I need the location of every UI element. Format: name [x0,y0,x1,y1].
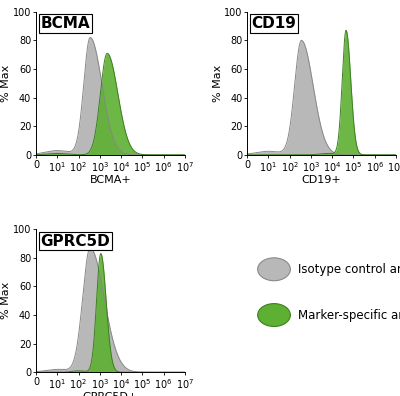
X-axis label: BCMA+: BCMA+ [90,175,131,185]
Y-axis label: % Max: % Max [213,65,223,102]
Y-axis label: % Max: % Max [1,282,11,319]
X-axis label: CD19+: CD19+ [302,175,342,185]
Text: GPRC5D: GPRC5D [40,234,110,249]
Text: Marker-specific antibody: Marker-specific antibody [298,308,400,322]
X-axis label: GPRC5D+: GPRC5D+ [83,392,138,396]
Ellipse shape [258,258,290,281]
Ellipse shape [258,304,290,326]
Y-axis label: % Max: % Max [1,65,11,102]
Text: BCMA: BCMA [40,16,90,31]
Text: CD19: CD19 [252,16,296,31]
Text: Isotype control antibody: Isotype control antibody [298,263,400,276]
